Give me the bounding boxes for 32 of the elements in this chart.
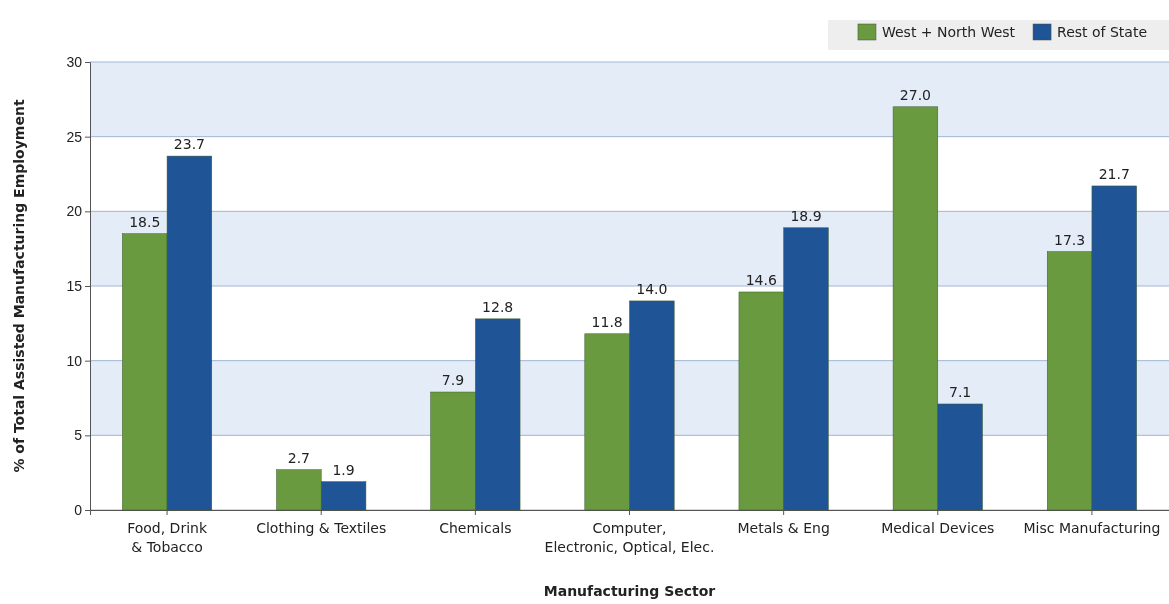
text: 7.9	[441, 372, 465, 389]
text: 23.7	[173, 136, 206, 153]
y-tick-label: 10	[66, 352, 83, 369]
x-tick-label: Clothing & Textiles	[256, 520, 387, 536]
x-tick-label: Chemicals	[439, 520, 512, 536]
text: 14.0	[636, 280, 668, 297]
text: 12.8	[482, 298, 514, 315]
text: 14.6	[745, 271, 777, 288]
y-tick-label: 5	[74, 427, 83, 444]
y-tick-label: 15	[66, 277, 83, 294]
y-tick-label: 30	[66, 53, 83, 70]
legend-label: West + North West	[881, 24, 1016, 40]
x-tick-label: Misc Manufacturing	[1023, 520, 1161, 536]
text: 17.3	[1053, 231, 1086, 248]
y-tick-label: 0	[74, 501, 83, 518]
x-tick-label: Metals & Eng	[737, 520, 830, 536]
text: 18.9	[790, 207, 822, 224]
text: 7.1	[949, 383, 972, 400]
x-tick-label: Medical Devices	[881, 520, 995, 536]
x-tick-label: Food, Drink & Tobacco	[127, 520, 208, 555]
x-axis-title: Manufacturing Sector	[543, 583, 716, 599]
y-tick-label: 25	[66, 128, 83, 145]
text: 21.7	[1098, 165, 1130, 182]
text: 2.7	[287, 449, 310, 466]
y-axis-title: % of Total Assisted Manufacturing Employment	[11, 99, 27, 473]
text: 18.5	[129, 213, 161, 230]
text: 1.9	[332, 461, 355, 478]
text: 11.8	[591, 313, 623, 330]
text: 27.0	[899, 86, 932, 103]
x-tick-label: Computer, Electronic, Optical, Elec.	[544, 520, 715, 555]
legend-label: Rest of State	[1057, 24, 1147, 40]
y-tick-label: 20	[66, 203, 83, 220]
